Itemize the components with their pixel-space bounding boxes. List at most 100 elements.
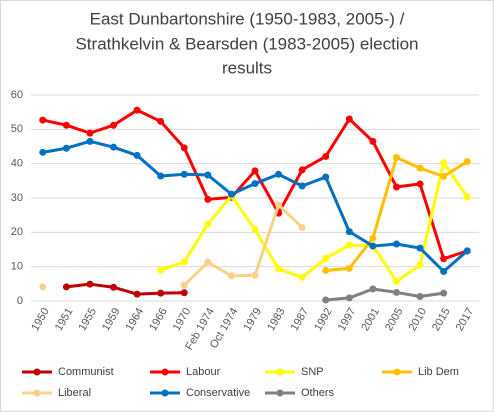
data-point: [39, 116, 47, 124]
data-point: [369, 285, 377, 293]
data-point: [39, 148, 47, 156]
y-tick-label: 60: [11, 89, 23, 101]
y-tick-label: 20: [11, 226, 23, 238]
data-point: [204, 258, 212, 266]
data-point: [298, 224, 306, 232]
y-tick-label: 30: [11, 192, 23, 204]
data-point: [392, 240, 400, 248]
data-point: [133, 290, 141, 298]
data-point: [369, 242, 377, 250]
data-point: [275, 201, 283, 209]
chart-title: results: [222, 58, 272, 77]
data-point: [345, 294, 353, 302]
data-point: [180, 281, 188, 289]
data-point: [110, 121, 118, 129]
data-point: [416, 244, 424, 252]
data-point: [322, 173, 330, 181]
y-tick-label: 0: [17, 295, 23, 307]
data-point: [298, 273, 306, 281]
y-tick-label: 40: [11, 158, 23, 170]
data-point: [392, 183, 400, 191]
data-point: [227, 272, 235, 280]
y-tick-label: 10: [11, 261, 23, 273]
data-point: [62, 144, 70, 152]
chart-title: East Dunbartonshire (1950-1983, 2005-) /: [90, 9, 405, 28]
data-point: [322, 296, 330, 304]
series-line: [183, 203, 304, 287]
data-point: [369, 137, 377, 145]
data-point: [86, 280, 94, 288]
data-point: [392, 288, 400, 296]
data-point: [62, 121, 70, 129]
data-point: [204, 220, 212, 228]
data-point: [204, 195, 212, 203]
data-point: [345, 228, 353, 236]
y-tick-label: 50: [11, 123, 23, 135]
legend-text: Labour: [186, 366, 221, 378]
data-point: [463, 247, 471, 255]
data-point: [275, 170, 283, 178]
legend-marker: [161, 389, 169, 397]
data-point: [157, 266, 165, 274]
data-point: [345, 264, 353, 272]
legend-marker: [33, 389, 41, 397]
data-point: [180, 144, 188, 152]
data-point: [110, 283, 118, 291]
legend-text: SNP: [301, 366, 324, 378]
data-point: [440, 289, 448, 297]
data-point: [345, 115, 353, 123]
legend-text: Liberal: [58, 387, 91, 399]
legend-marker: [276, 368, 284, 376]
data-point: [322, 254, 330, 262]
data-point: [157, 117, 165, 125]
series-line: [325, 287, 444, 302]
data-point: [180, 289, 188, 297]
legend-marker: [393, 368, 401, 376]
data-point: [416, 164, 424, 172]
data-point: [463, 193, 471, 201]
data-point: [251, 167, 259, 175]
data-point: [369, 234, 377, 242]
data-point: [86, 137, 94, 145]
data-point: [298, 182, 306, 190]
data-point: [180, 170, 188, 178]
legend-marker: [33, 368, 41, 376]
data-point: [110, 143, 118, 151]
series-line: [160, 161, 469, 283]
data-point: [416, 261, 424, 269]
data-point: [86, 129, 94, 137]
data-point: [204, 171, 212, 179]
data-point: [416, 180, 424, 188]
data-point: [322, 266, 330, 274]
data-point: [251, 180, 259, 188]
data-point: [298, 166, 306, 174]
legend-text: Communist: [58, 366, 114, 378]
data-point: [133, 151, 141, 159]
data-point: [345, 241, 353, 249]
data-point: [392, 153, 400, 161]
data-point: [440, 267, 448, 275]
data-point: [133, 106, 141, 114]
data-point: [251, 271, 259, 279]
legend-marker: [276, 389, 284, 397]
series-line: [66, 282, 185, 296]
data-point: [392, 277, 400, 285]
data-point: [463, 158, 471, 166]
legend-text: Lib Dem: [418, 366, 459, 378]
data-point: [227, 190, 235, 198]
data-point: [322, 152, 330, 160]
data-point: [39, 283, 47, 291]
data-point: [440, 172, 448, 180]
data-point: [416, 293, 424, 301]
data-point: [180, 258, 188, 266]
data-point: [251, 226, 259, 234]
legend-text: Conservative: [186, 387, 250, 399]
legend-text: Others: [301, 387, 335, 399]
data-point: [157, 172, 165, 180]
data-point: [62, 283, 70, 291]
data-point: [157, 289, 165, 297]
data-point: [275, 265, 283, 273]
